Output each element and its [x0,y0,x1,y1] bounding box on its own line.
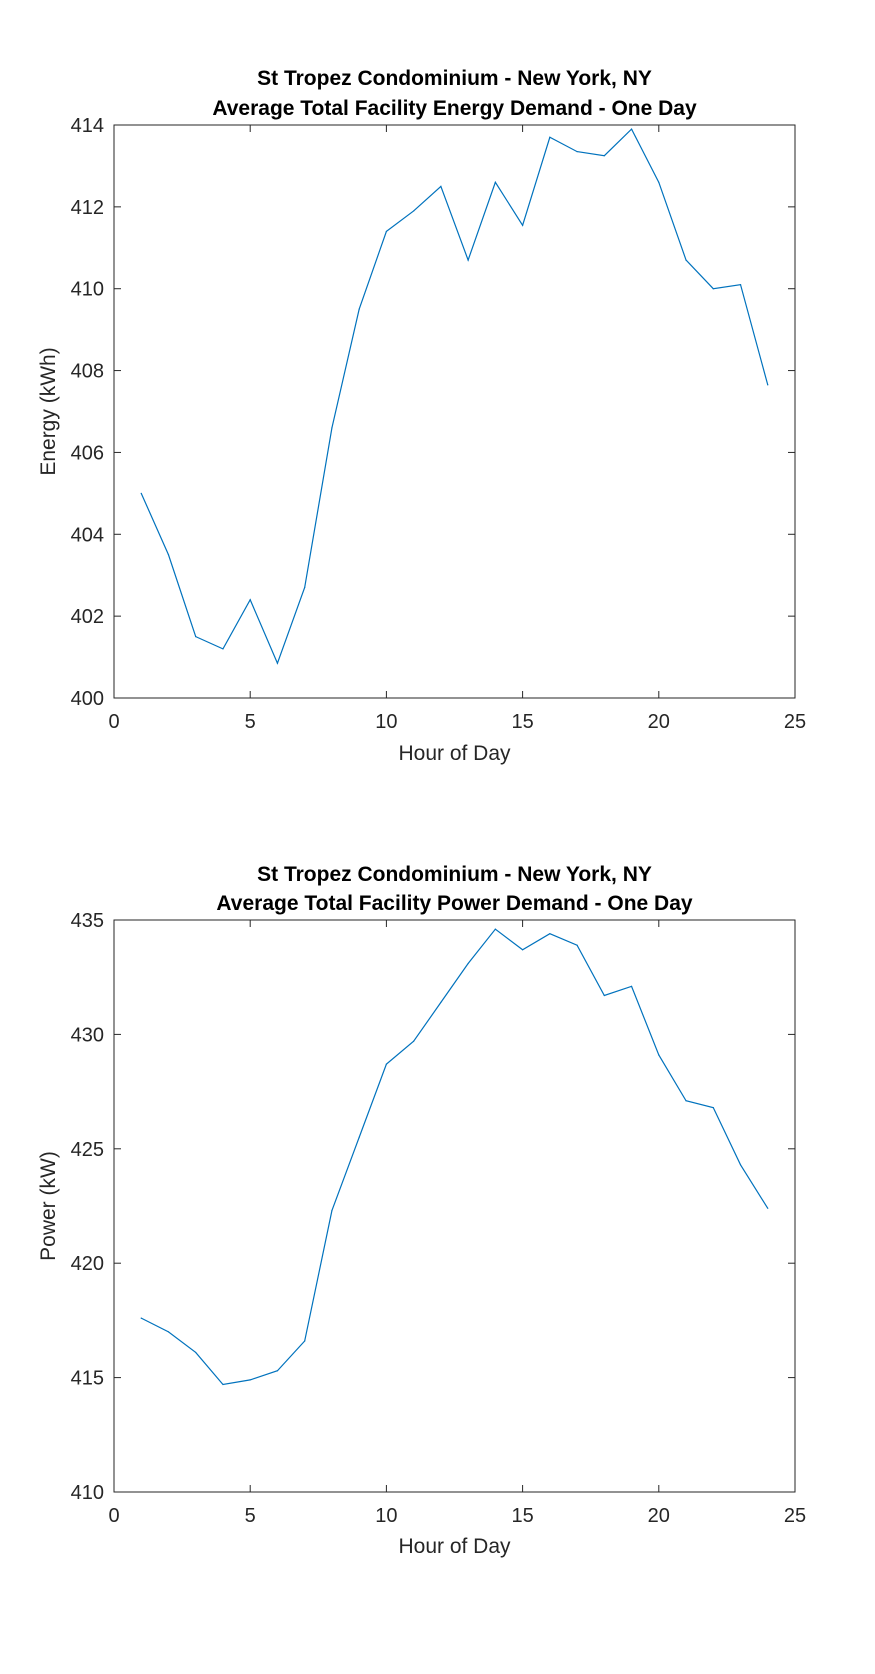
y-tick-label: 420 [71,1253,104,1275]
x-tick-label: 20 [648,1505,670,1527]
data-point [304,586,306,589]
data-point [549,933,551,935]
y-tick-label: 408 [71,361,104,383]
power-chart: St Tropez Condominium - New York, NY Aver… [37,863,806,1558]
y-tick-label: 410 [71,279,104,301]
series-line [140,128,769,665]
data-point [576,151,578,153]
data-point [467,962,469,965]
y-tick-label: 412 [71,197,104,219]
data-point [358,308,360,310]
data-point [413,1040,415,1042]
data-point [767,1207,769,1209]
x-axis-label: Hour of Day [398,1535,511,1558]
data-point [140,492,142,494]
x-tick-label: 10 [375,711,397,733]
chart-title: St Tropez Condominium - New York, NY [257,67,652,90]
data-point [494,928,496,930]
data-point [440,1001,442,1003]
data-point [712,1107,714,1109]
data-point [385,230,387,233]
data-point [685,259,687,261]
y-tick-label: 425 [71,1139,104,1161]
data-point [195,636,197,638]
x-tick-label: 25 [784,711,806,733]
x-axis-label: Hour of Day [398,742,511,765]
y-tick-label: 402 [71,606,104,628]
x-tick-label: 20 [648,711,670,733]
y-tick-label: 400 [71,688,104,710]
data-point [603,994,605,997]
y-tick-label: 414 [71,115,104,137]
x-tick-label: 10 [375,1505,397,1527]
data-point [440,185,442,187]
data-point [358,1136,360,1138]
data-point [167,554,170,556]
data-point [467,259,469,261]
y-tick-label: 430 [71,1024,104,1046]
data-point [222,648,224,650]
y-axis-label: Energy (kWh) [37,347,60,475]
data-point [549,136,551,138]
data-point [222,1383,224,1386]
x-tick-label: 0 [108,711,119,733]
data-point [249,599,251,601]
data-point [385,1063,387,1065]
data-point [658,181,660,183]
data-point [630,128,633,130]
data-point [140,1317,142,1319]
data-point [685,1100,687,1102]
data-point [413,210,415,212]
data-point [576,944,578,946]
y-tick-label: 435 [71,910,104,932]
energy-chart: St Tropez Condominium - New York, NY Aver… [37,67,806,765]
chart-title: St Tropez Condominium - New York, NY [257,863,652,886]
x-tick-label: 0 [108,1505,119,1527]
x-tick-label: 15 [511,711,533,733]
y-axis-label: Power (kW) [37,1151,60,1261]
data-point [249,1379,251,1381]
data-point [739,284,742,286]
chart-subtitle: Average Total Facility Energy Demand - O… [212,97,697,120]
series-line [140,928,769,1386]
y-tick-label: 410 [71,1482,104,1504]
x-tick-label: 15 [511,1505,533,1527]
data-point [603,155,605,157]
data-point [304,1340,306,1342]
x-tick-label: 25 [784,1505,806,1527]
y-tick-label: 406 [71,442,104,464]
chart-subtitle: Average Total Facility Power Demand - On… [216,892,692,915]
data-point [658,1054,660,1056]
plot-area-frame [113,124,796,699]
data-point [331,427,333,429]
data-point [276,1370,279,1372]
data-point [630,985,633,987]
data-point [522,949,524,951]
data-point [767,384,769,386]
plot-area-frame [113,919,796,1493]
x-tick-label: 5 [245,1505,256,1527]
data-point [494,181,496,183]
x-tick-label: 5 [245,711,256,733]
data-point [167,1331,170,1333]
y-tick-label: 415 [71,1368,104,1390]
y-tick-label: 404 [71,524,104,546]
data-point [276,662,279,664]
data-point [739,1164,742,1166]
data-point [331,1209,333,1212]
data-point [522,224,524,226]
data-point [712,288,714,290]
data-point [195,1351,197,1354]
